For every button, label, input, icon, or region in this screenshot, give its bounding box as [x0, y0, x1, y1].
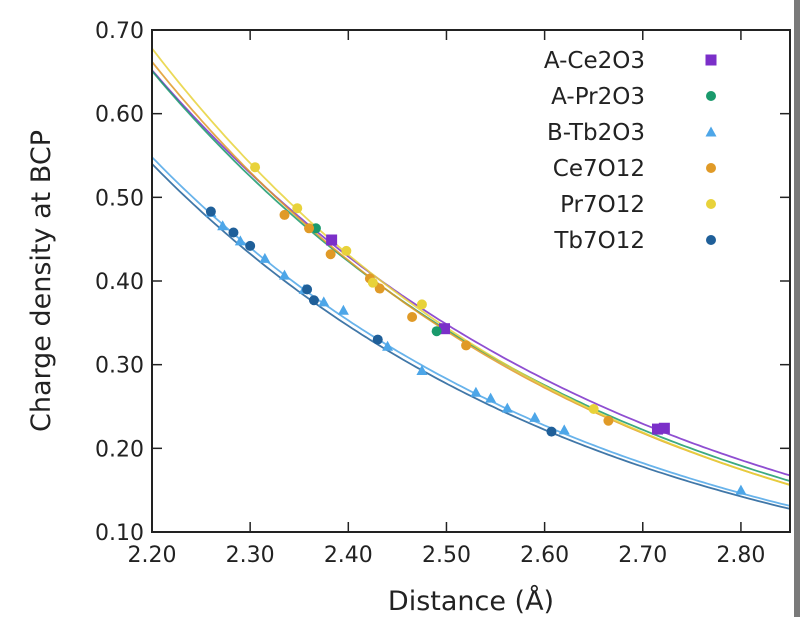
data-point-a-pr2o3 [431, 326, 442, 337]
data-point-b-tb2o3 [234, 235, 246, 246]
fit-curve-ce7o12 [151, 61, 791, 486]
legend-label-b-tb2o3: B-Tb2O3 [547, 120, 645, 146]
x-tick-label: 2.50 [422, 543, 471, 568]
data-point-b-tb2o3 [558, 424, 570, 435]
data-point-pr7o12 [367, 277, 378, 288]
data-point-tb7o12 [205, 206, 216, 217]
data-point-b-tb2o3 [470, 386, 482, 397]
data-point-b-tb2o3 [416, 365, 428, 376]
y-tick-label: 0.60 [95, 103, 144, 128]
data-point-b-tb2o3 [501, 402, 513, 413]
data-point-b-tb2o3 [485, 392, 497, 403]
data-point-pr7o12 [250, 162, 261, 173]
legend-marker-tb7o12 [706, 235, 716, 245]
fit-curve-pr7o12 [151, 47, 791, 486]
data-point-b-tb2o3 [279, 269, 291, 280]
x-tick-label: 2.20 [128, 543, 177, 568]
x-tick-label: 2.70 [618, 543, 667, 568]
data-point-ce7o12 [603, 415, 614, 426]
legend-marker-a-ce2o3 [705, 54, 717, 66]
legend-marker-a-pr2o3 [706, 91, 716, 101]
data-point-ce7o12 [461, 340, 472, 351]
legend-label-tb7o12: Tb7O12 [553, 228, 645, 254]
data-point-ce7o12 [407, 311, 418, 322]
x-tick-label: 2.80 [716, 543, 765, 568]
data-point-b-tb2o3 [735, 484, 747, 495]
axis-ticks: 2.20 2.30 2.40 2.50 2.60 2.70 2.80 0.10 0.20 0.30… [95, 19, 790, 568]
legend-label-a-ce2o3: A-Ce2O3 [544, 48, 645, 74]
y-tick-label: 0.10 [95, 521, 144, 546]
x-tick-label: 2.60 [520, 543, 569, 568]
data-point-b-tb2o3 [318, 296, 330, 307]
plot-frame [151, 29, 791, 533]
fit-curve-a-pr2o3 [151, 70, 791, 482]
x-axis-title: Distance (Å) [388, 585, 554, 617]
data-points [205, 162, 747, 495]
data-point-ce7o12 [325, 249, 336, 260]
data-point-tb7o12 [372, 334, 383, 345]
data-point-pr7o12 [341, 245, 352, 256]
data-point-a-pr2o3 [310, 223, 321, 234]
data-point-b-tb2o3 [382, 340, 394, 351]
data-point-b-tb2o3 [217, 220, 229, 231]
y-tick-label: 0.70 [95, 19, 144, 44]
data-point-tb7o12 [245, 240, 256, 251]
x-tick-label: 2.30 [226, 543, 275, 568]
fit-curves [151, 47, 791, 510]
data-point-a-ce2o3 [438, 323, 450, 335]
data-point-b-tb2o3 [259, 252, 271, 263]
data-point-a-ce2o3 [326, 234, 338, 246]
data-point-pr7o12 [588, 404, 599, 415]
data-point-b-tb2o3 [337, 304, 349, 315]
data-point-tb7o12 [546, 426, 557, 437]
data-point-b-tb2o3 [529, 411, 541, 422]
fit-curve-tb7o12 [151, 163, 791, 510]
legend-label-a-pr2o3: A-Pr2O3 [551, 84, 645, 110]
data-point-tb7o12 [302, 284, 313, 295]
y-tick-label: 0.50 [95, 186, 144, 211]
y-axis-title: Charge density at BCP [26, 130, 57, 432]
x-tick-label: 2.40 [324, 543, 373, 568]
data-point-ce7o12 [279, 209, 290, 220]
y-tick-label: 0.30 [95, 354, 144, 379]
window-edge [794, 0, 800, 617]
legend-marker-b-tb2o3 [705, 126, 717, 137]
data-point-pr7o12 [292, 203, 303, 214]
fit-curve-b-tb2o3 [151, 156, 791, 507]
data-point-ce7o12 [374, 283, 385, 294]
data-point-a-ce2o3 [651, 423, 663, 435]
legend: A-Ce2O3 A-Pr2O3 B-Tb2O3 Ce7O12 Pr7O12 Tb7O12 [544, 48, 717, 254]
data-point-pr7o12 [416, 299, 427, 310]
data-point-tb7o12 [228, 227, 239, 238]
legend-marker-pr7o12 [706, 199, 716, 209]
data-point-tb7o12 [308, 295, 319, 306]
legend-label-ce7o12: Ce7O12 [553, 156, 645, 182]
y-tick-label: 0.40 [95, 270, 144, 295]
legend-label-pr7o12: Pr7O12 [560, 192, 645, 218]
data-point-a-ce2o3 [658, 422, 670, 434]
fit-curve-a-ce2o3 [151, 69, 791, 477]
legend-marker-ce7o12 [706, 163, 716, 173]
y-tick-label: 0.20 [95, 437, 144, 462]
data-point-ce7o12 [304, 223, 315, 234]
